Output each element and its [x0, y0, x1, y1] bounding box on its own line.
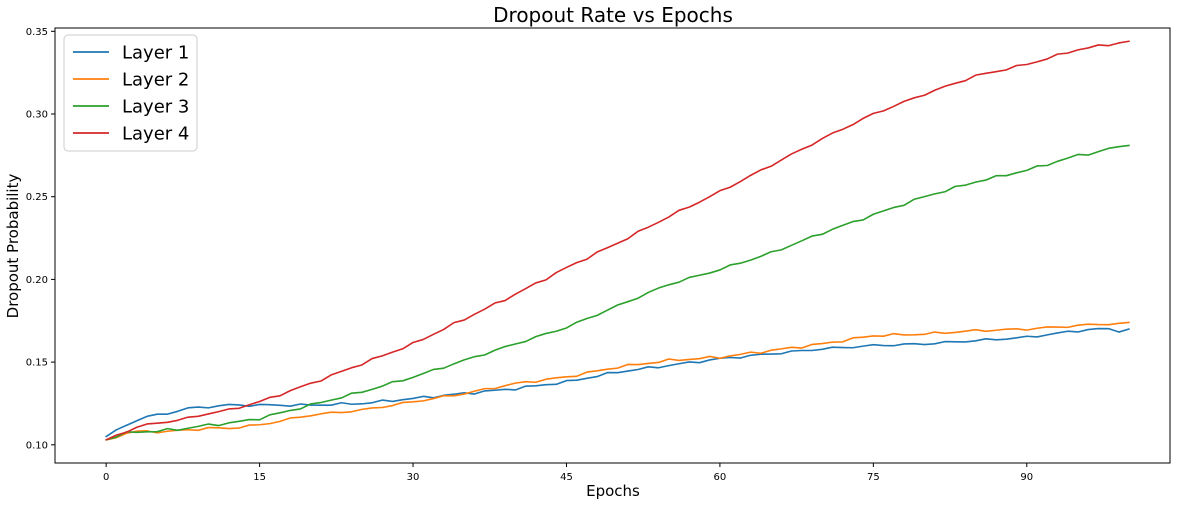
legend-label-layer-1: Layer 1 [122, 43, 189, 64]
y-tick-label: 0.35 [26, 27, 48, 38]
y-tick-label: 0.30 [26, 110, 48, 121]
legend-frame [63, 34, 198, 152]
y-tick-label: 0.10 [26, 440, 48, 451]
y-axis-label: Dropout Probability [4, 174, 22, 319]
y-tick-label: 0.25 [26, 192, 48, 203]
legend-label-layer-3: Layer 3 [122, 97, 189, 118]
series-line-layer-4 [105, 40, 1130, 441]
x-tick-label: 45 [560, 472, 573, 483]
series-lines [105, 40, 1130, 441]
legend-entries: Layer 1 Layer 2 Layer 3 Layer 4 [73, 43, 189, 145]
legend-label-layer-2: Layer 2 [122, 70, 189, 91]
y-axis-ticks: 0.10 0.15 0.20 0.25 0.30 0.35 [26, 27, 55, 451]
x-axis-ticks: 0 15 30 45 60 75 90 [103, 463, 1033, 483]
series-line-layer-2 [105, 321, 1130, 441]
x-tick-label: 75 [867, 472, 880, 483]
x-axis-label: Epochs [586, 482, 640, 500]
y-tick-label: 0.20 [26, 275, 48, 286]
x-tick-label: 15 [253, 472, 266, 483]
x-tick-label: 0 [103, 472, 109, 483]
chart-legend: Layer 1 Layer 2 Layer 3 Layer 4 [63, 34, 198, 152]
x-tick-label: 30 [407, 472, 420, 483]
x-tick-label: 90 [1020, 472, 1033, 483]
chart-title: Dropout Rate vs Epochs [493, 3, 733, 27]
plot-area-frame [54, 27, 1171, 464]
y-tick-label: 0.15 [26, 358, 48, 369]
legend-label-layer-4: Layer 4 [122, 124, 189, 145]
series-line-layer-1 [105, 327, 1130, 438]
x-tick-label: 60 [714, 472, 727, 483]
series-line-layer-3 [105, 144, 1130, 441]
